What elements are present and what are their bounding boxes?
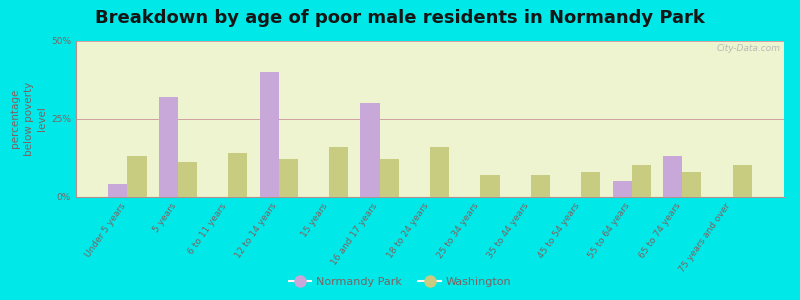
Bar xyxy=(379,159,398,196)
Bar xyxy=(127,156,146,196)
Bar xyxy=(278,159,298,196)
Bar xyxy=(663,156,682,196)
Bar xyxy=(430,147,449,196)
Bar xyxy=(531,175,550,196)
Y-axis label: percentage
below poverty
level: percentage below poverty level xyxy=(10,81,47,156)
Bar xyxy=(613,181,632,197)
Bar xyxy=(158,97,178,196)
Text: City-Data.com: City-Data.com xyxy=(717,44,781,52)
Bar xyxy=(632,165,651,196)
Bar xyxy=(178,162,197,196)
Bar xyxy=(259,72,278,196)
Text: Breakdown by age of poor male residents in Normandy Park: Breakdown by age of poor male residents … xyxy=(95,9,705,27)
Bar xyxy=(733,165,752,196)
Bar xyxy=(360,103,379,196)
Bar xyxy=(329,147,348,196)
Bar xyxy=(582,172,601,197)
Bar xyxy=(108,184,127,197)
Bar xyxy=(481,175,500,196)
Bar xyxy=(682,172,702,197)
Bar xyxy=(228,153,247,196)
Legend: Normandy Park, Washington: Normandy Park, Washington xyxy=(285,273,515,291)
